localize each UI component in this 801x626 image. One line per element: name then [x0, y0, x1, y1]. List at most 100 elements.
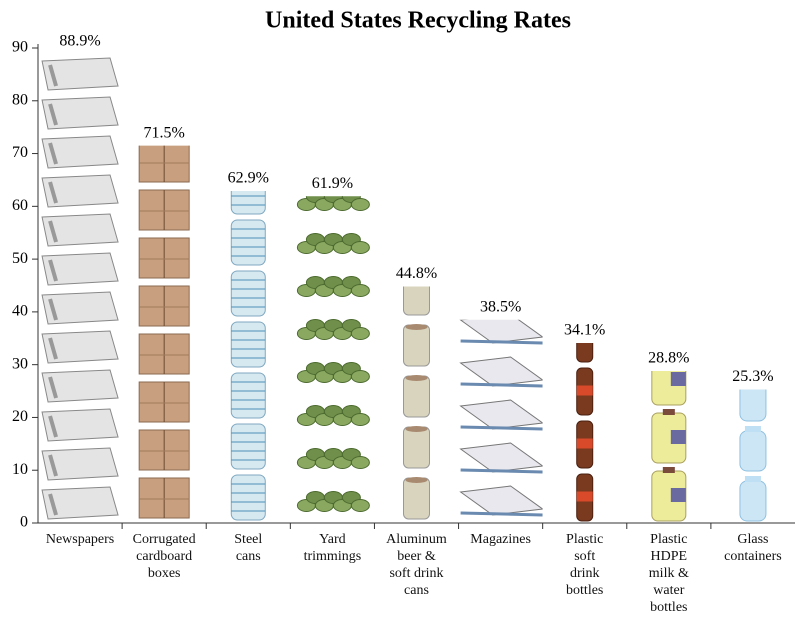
y-tick-label: 80 — [12, 91, 28, 108]
icon-part — [459, 319, 543, 344]
icon-part — [744, 476, 761, 482]
icon-part — [48, 493, 58, 516]
icon-part — [459, 356, 543, 387]
icon-part — [230, 474, 266, 521]
icon-part — [670, 372, 686, 386]
icon-part — [405, 324, 428, 330]
y-tick-label: 0 — [20, 514, 28, 531]
x-tick-label: Newspapers — [45, 532, 115, 547]
y-tick-label: 10 — [12, 461, 28, 478]
value-label: 38.5% — [480, 298, 521, 315]
y-tick-label: 20 — [12, 408, 28, 425]
icon-part — [460, 425, 543, 431]
value-label: 62.9% — [228, 170, 269, 187]
x-tick-label: Plastic HDPE milk & water bottles — [648, 532, 689, 615]
icon-part — [48, 181, 58, 204]
icon-part — [230, 372, 266, 419]
icon-part — [350, 456, 370, 469]
icon-part — [662, 409, 675, 415]
icon-part — [460, 468, 543, 474]
icon-part — [50, 26, 56, 47]
icon-part — [662, 467, 675, 473]
icon-part — [403, 324, 430, 367]
icon-part — [48, 415, 58, 438]
value-label: 28.8% — [648, 350, 689, 367]
y-tick-label: 70 — [12, 144, 28, 161]
icon-part — [576, 343, 594, 363]
bar — [41, 26, 119, 520]
icon-part — [48, 259, 58, 282]
icon-part — [48, 298, 58, 321]
y-tick-label: 30 — [12, 355, 28, 372]
icon-part — [350, 370, 370, 383]
y-tick-label: 40 — [12, 303, 28, 320]
icon-part — [230, 270, 266, 317]
icon-part — [576, 438, 593, 449]
icon-part — [48, 220, 58, 243]
icon-part — [739, 480, 767, 522]
icon-part — [41, 291, 119, 325]
icon-part — [350, 284, 370, 297]
x-tick-label: Plastic soft drink bottles — [566, 532, 604, 598]
icon-part — [744, 426, 761, 432]
x-tick-label: Aluminum beer & soft drink cans — [386, 532, 447, 598]
value-label: 44.8% — [396, 265, 437, 282]
icon-part — [41, 57, 119, 91]
icon-part — [230, 191, 266, 215]
icon-part — [405, 477, 428, 483]
value-label: 34.1% — [564, 322, 605, 339]
bar — [296, 196, 370, 512]
icon-part — [459, 485, 543, 516]
icon-part — [405, 375, 428, 381]
icon-part — [230, 219, 266, 266]
icon-part — [403, 426, 430, 469]
bar — [403, 286, 430, 520]
icon-part — [350, 499, 370, 512]
bar — [576, 343, 594, 522]
icon-part — [403, 375, 430, 418]
y-tick-label: 90 — [12, 39, 28, 56]
icon-part — [41, 330, 119, 364]
icon-part — [41, 252, 119, 286]
y-tick-label: 50 — [12, 250, 28, 267]
x-tick-label: Yard trimmings — [303, 532, 362, 564]
icon-part — [670, 430, 686, 444]
value-label: 25.3% — [732, 368, 773, 385]
icon-part — [670, 488, 686, 502]
icon-part — [48, 454, 58, 477]
icon-part — [460, 339, 543, 345]
icon-part — [41, 369, 119, 403]
icon-part — [230, 321, 266, 368]
icon-part — [739, 389, 767, 422]
icon-part — [48, 64, 58, 87]
icon-part — [460, 382, 543, 388]
icon-part — [739, 430, 767, 472]
icon-part — [48, 337, 58, 360]
bar — [739, 389, 767, 522]
value-label: 71.5% — [144, 124, 185, 141]
icon-part — [48, 142, 58, 165]
icon-part — [350, 198, 370, 211]
icon-part — [576, 385, 593, 396]
icon-part — [350, 241, 370, 254]
bar — [138, 145, 190, 519]
icon-part — [576, 491, 593, 502]
icon-part — [48, 376, 58, 399]
x-tick-label: Magazines — [470, 532, 531, 547]
value-label: 88.9% — [59, 32, 100, 49]
icon-part — [230, 423, 266, 470]
icon-part — [350, 327, 370, 340]
icon-part — [41, 135, 119, 169]
icon-part — [41, 174, 119, 208]
icon-part — [403, 286, 430, 316]
x-tick-label: Steel cans — [234, 532, 263, 564]
bar — [651, 371, 687, 522]
icon-part — [48, 103, 58, 126]
x-tick-label: Glass containers — [724, 532, 782, 564]
icon-part — [459, 399, 543, 430]
x-tick-label: Corrugated cardboard boxes — [132, 532, 196, 581]
icon-part — [350, 413, 370, 426]
bar — [230, 191, 266, 521]
